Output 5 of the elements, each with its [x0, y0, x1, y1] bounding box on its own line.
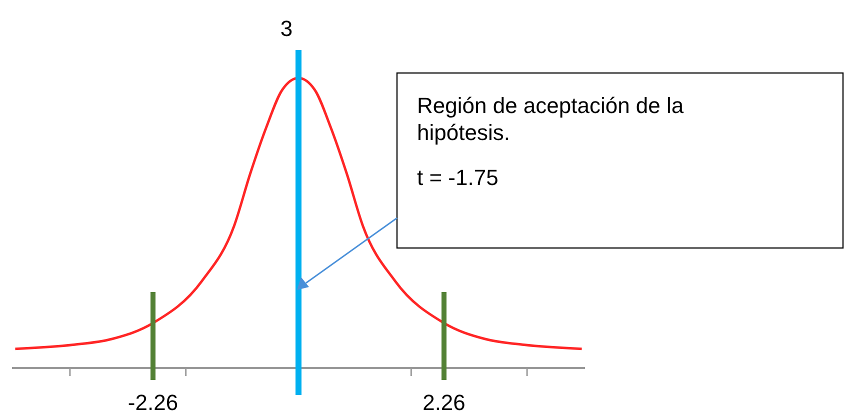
text: 3	[280, 16, 293, 41]
x-tick-label: 2.26	[422, 390, 466, 412]
annotation: Región de aceptación de la hipótesis.	[417, 93, 684, 145]
annotation: t = -1.75	[417, 165, 498, 190]
x-tick-label: -2.26	[128, 390, 178, 412]
